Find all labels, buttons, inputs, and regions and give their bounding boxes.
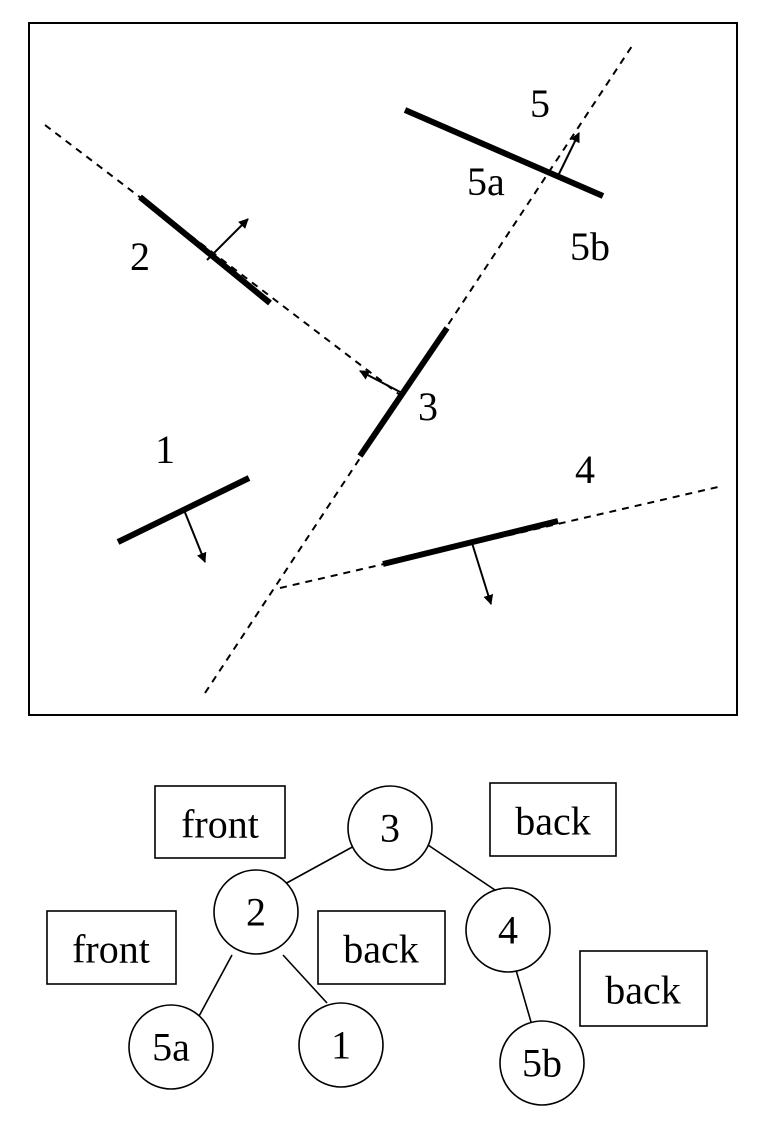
normal-arrow-3 — [359, 370, 403, 394]
tree-node-5b-label: 5b — [522, 1041, 562, 1086]
tree-node-4-label: 4 — [498, 908, 518, 953]
bsp-tree: 3 2 4 5a 1 5b front back front back back — [46, 782, 708, 1106]
normal-arrow-2 — [206, 218, 249, 261]
tree-node-5a-label: 5a — [152, 1025, 190, 1070]
tree-edge-3-4 — [427, 844, 496, 891]
label-segment-2: 2 — [130, 234, 150, 279]
front-box-top — [154, 785, 286, 859]
split-line-2 — [44, 124, 401, 396]
back-box-mid — [317, 910, 446, 985]
segment-2 — [138, 194, 272, 306]
tree-edge-3-2 — [282, 844, 357, 886]
back-box-right — [579, 950, 708, 1027]
back-box-top — [489, 782, 617, 857]
normal-arrow-4 — [471, 542, 494, 605]
label-segment-3: 3 — [418, 384, 438, 429]
tree-node-4 — [465, 887, 551, 973]
back-box-mid-label: back — [343, 927, 419, 972]
back-box-right-label: back — [605, 968, 681, 1013]
label-segment-5a: 5a — [467, 159, 505, 204]
tree-node-2 — [213, 869, 299, 955]
front-box-left-label: front — [72, 927, 150, 972]
tree-node-5b — [499, 1020, 585, 1106]
back-box-top-label: back — [515, 799, 591, 844]
segment-1 — [116, 475, 251, 545]
tree-edge-2-5a — [197, 954, 233, 1019]
tree-edge-2-1 — [282, 954, 328, 1004]
front-box-left — [46, 910, 177, 985]
front-box-top-label: front — [181, 802, 259, 847]
scene-frame — [28, 22, 738, 716]
segment-5 — [403, 107, 605, 199]
tree-node-1-label: 1 — [331, 1023, 351, 1068]
label-segment-1: 1 — [155, 427, 175, 472]
tree-node-3-label: 3 — [380, 806, 400, 851]
label-segment-5: 5 — [530, 81, 550, 126]
segment-3 — [357, 326, 450, 458]
normal-arrow-5 — [556, 132, 580, 179]
tree-node-5a — [128, 1004, 214, 1090]
segment-4 — [382, 518, 559, 567]
tree-node-2-label: 2 — [246, 890, 266, 935]
normal-arrow-1 — [183, 509, 207, 563]
tree-node-3 — [347, 785, 433, 871]
tree-edge-4-5b — [515, 969, 532, 1023]
tree-node-1 — [298, 1002, 384, 1088]
scene-panel: 1 2 3 4 5 5a 5b — [28, 22, 738, 716]
label-segment-5b: 5b — [570, 224, 610, 269]
label-segment-4: 4 — [575, 447, 595, 492]
